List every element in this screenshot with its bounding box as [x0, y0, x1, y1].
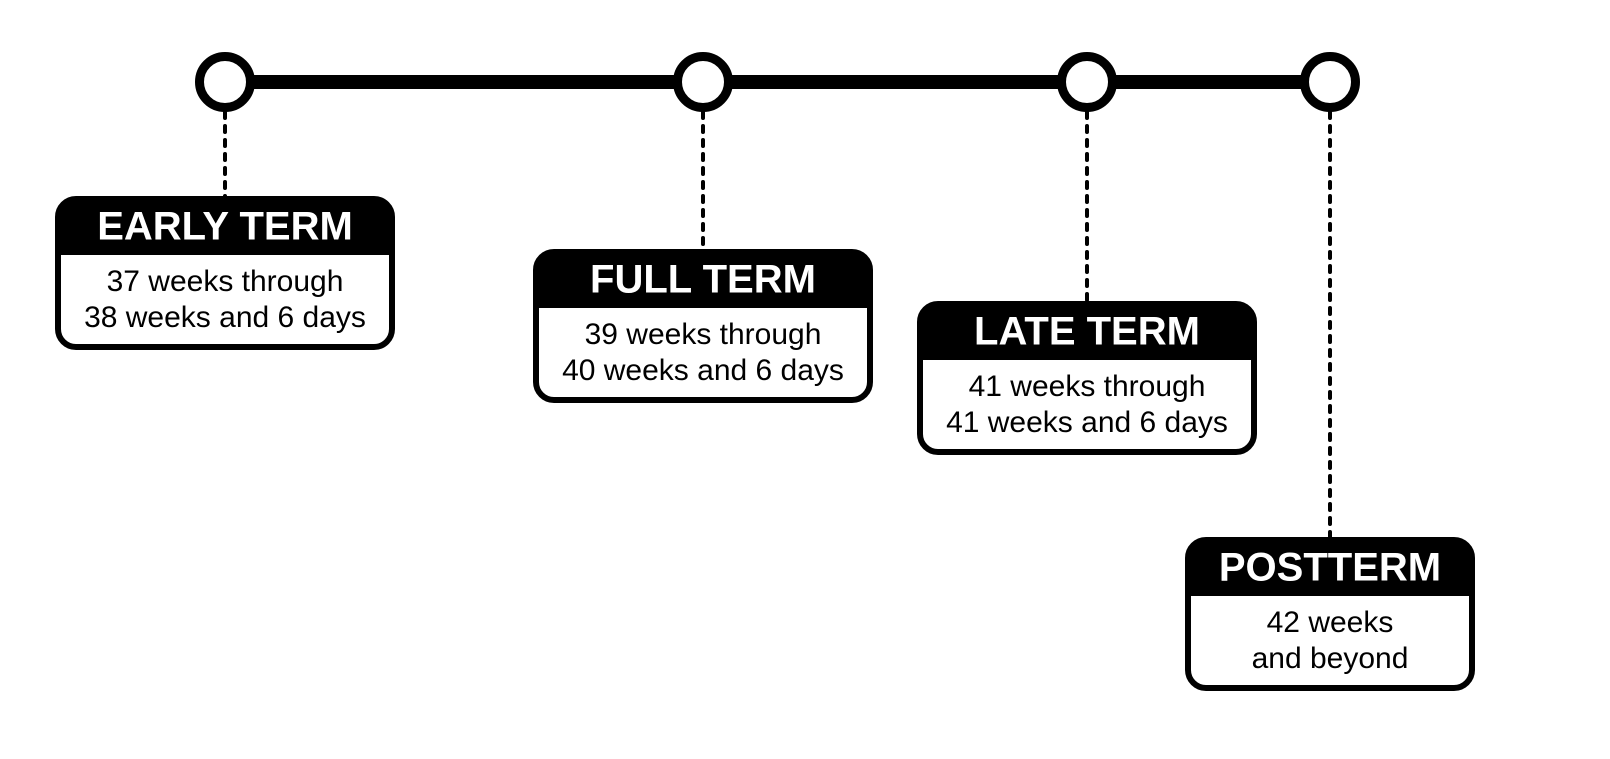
timeline-node-0: [200, 57, 251, 108]
card-title: FULL TERM: [590, 258, 816, 302]
timeline-node-1: [678, 57, 729, 108]
term-card-2: LATE TERM 41 weeks through41 weeks and 6 …: [920, 304, 1254, 452]
term-card-1: FULL TERM 39 weeks through40 weeks and 6 …: [536, 252, 870, 400]
card-desc-line: 42 weeks: [1267, 606, 1394, 639]
card-desc-line: 41 weeks and 6 days: [946, 406, 1228, 439]
card-desc-line: 39 weeks through: [585, 318, 822, 351]
card-desc-line: 38 weeks and 6 days: [84, 301, 366, 334]
card-title: LATE TERM: [974, 310, 1200, 354]
card-desc-line: 37 weeks through: [107, 265, 344, 298]
timeline-node-3: [1305, 57, 1356, 108]
timeline-node-2: [1062, 57, 1113, 108]
card-desc-line: 41 weeks through: [969, 370, 1206, 403]
card-desc-line: 40 weeks and 6 days: [562, 354, 844, 387]
card-title: EARLY TERM: [97, 205, 353, 249]
term-card-3: POSTTERM 42 weeksand beyond: [1188, 540, 1472, 688]
term-card-0: EARLY TERM 37 weeks through38 weeks and 6…: [58, 199, 392, 347]
card-title: POSTTERM: [1219, 546, 1441, 590]
card-desc-line: and beyond: [1252, 642, 1409, 675]
